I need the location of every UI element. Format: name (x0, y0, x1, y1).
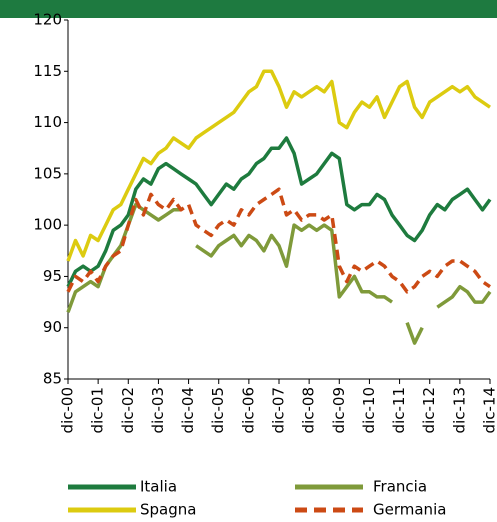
x-tick-label: dic-11 (390, 387, 408, 433)
series-line (66, 202, 492, 345)
x-tick-label: dic-04 (179, 387, 197, 433)
x-tick-label: dic-02 (119, 387, 137, 433)
y-tick-label: 105 (33, 164, 62, 182)
legend-label: Germania (373, 501, 446, 519)
y-tick-label: 95 (43, 267, 62, 285)
x-tick-label: dic-14 (481, 387, 497, 433)
x-tick-label: dic-12 (420, 387, 438, 433)
x-tick-label: dic-06 (239, 387, 257, 433)
x-tick-label: dic-08 (300, 387, 318, 433)
legend-label: Francia (373, 478, 427, 496)
x-tick-label: dic-09 (330, 387, 348, 433)
series-line (66, 136, 492, 288)
y-tick-label: 115 (33, 62, 62, 80)
x-tick-label: dic-03 (149, 387, 167, 433)
x-tick-label: dic-05 (209, 387, 227, 433)
y-tick-label: 85 (43, 370, 62, 388)
header-band (0, 0, 497, 18)
x-tick-label: dic-01 (89, 387, 107, 433)
legend-label: Italia (140, 478, 177, 496)
y-tick-label: 110 (33, 113, 62, 131)
x-tick-label: dic-13 (450, 387, 468, 433)
x-tick-label: dic-07 (270, 387, 288, 433)
legend-label: Spagna (140, 501, 196, 519)
y-tick-label: 90 (43, 318, 62, 336)
y-tick-label: 120 (33, 11, 62, 29)
x-tick-label: dic-10 (360, 387, 378, 433)
x-tick-label: dic-00 (59, 387, 77, 433)
series-line (66, 69, 491, 262)
series-line (66, 187, 491, 294)
y-tick-label: 100 (33, 216, 62, 234)
